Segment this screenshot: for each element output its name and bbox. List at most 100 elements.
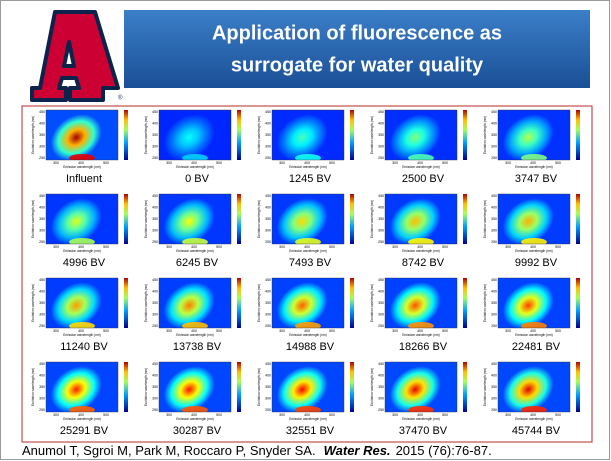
panel-label: 4996 BV	[63, 257, 106, 269]
colorbar	[576, 194, 580, 244]
y-axis-label: Excitation wavelength (nm)	[483, 116, 487, 154]
y-tick-label: 350	[39, 133, 45, 137]
y-tick-label: 250	[152, 156, 158, 160]
y-tick-label: 300	[378, 144, 384, 148]
x-tick-label: 500	[216, 245, 222, 249]
y-tick-label: 450	[378, 194, 384, 198]
y-tick-label: 450	[39, 194, 45, 198]
y-tick-label: 450	[152, 110, 158, 114]
y-tick-label: 400	[265, 373, 271, 377]
y-tick-label: 250	[39, 156, 45, 160]
y-tick-label: 400	[152, 373, 158, 377]
y-tick-label: 350	[265, 133, 271, 137]
y-tick-label: 300	[152, 144, 158, 148]
x-axis-label: Emission wavelength (nm)	[289, 165, 326, 169]
x-axis-label: Emission wavelength (nm)	[402, 417, 439, 421]
x-axis-label: Emission wavelength (nm)	[289, 333, 326, 337]
x-tick-label: 300	[279, 413, 285, 417]
y-tick-label: 350	[491, 385, 497, 389]
y-tick-label: 250	[491, 408, 497, 412]
y-tick-label: 400	[378, 205, 384, 209]
y-tick-label: 250	[265, 408, 271, 412]
y-axis-label: Excitation wavelength (nm)	[257, 284, 261, 322]
y-tick-label: 250	[39, 324, 45, 328]
colorbar	[237, 362, 241, 412]
x-tick-label: 500	[103, 161, 109, 165]
y-tick-label: 250	[378, 408, 384, 412]
x-tick-label: 300	[279, 161, 285, 165]
x-tick-label: 300	[505, 161, 511, 165]
y-tick-label: 350	[152, 133, 158, 137]
citation: Anumol T, Sgroi M, Park M, Roccaro P, Sn…	[22, 443, 492, 458]
x-tick-label: 300	[279, 329, 285, 333]
y-tick-label: 450	[491, 110, 497, 114]
panel-label: 37470 BV	[399, 425, 448, 437]
x-tick-label: 300	[392, 413, 398, 417]
panel-label: 11240 BV	[60, 341, 108, 353]
x-axis-label: Emission wavelength (nm)	[402, 249, 439, 253]
y-tick-label: 300	[265, 312, 271, 316]
colorbar	[463, 278, 467, 328]
y-tick-label: 300	[491, 228, 497, 232]
y-tick-label: 450	[491, 194, 497, 198]
y-tick-label: 350	[152, 385, 158, 389]
y-tick-label: 250	[491, 156, 497, 160]
x-axis-label: Emission wavelength (nm)	[515, 165, 552, 169]
x-axis-label: Emission wavelength (nm)	[289, 249, 326, 253]
y-tick-label: 400	[378, 373, 384, 377]
x-tick-label: 500	[555, 245, 561, 249]
y-tick-label: 450	[378, 278, 384, 282]
colorbar	[350, 362, 354, 412]
y-tick-label: 450	[378, 110, 384, 114]
colorbar	[350, 110, 354, 160]
y-axis-label: Excitation wavelength (nm)	[483, 284, 487, 322]
y-tick-label: 250	[378, 240, 384, 244]
y-tick-label: 250	[265, 156, 271, 160]
y-tick-label: 400	[152, 121, 158, 125]
title-line: surrogate for water quality	[231, 54, 484, 76]
y-tick-label: 350	[378, 301, 384, 305]
y-tick-label: 400	[378, 121, 384, 125]
y-axis-label: Excitation wavelength (nm)	[144, 284, 148, 322]
colorbar	[237, 278, 241, 328]
y-tick-label: 350	[265, 301, 271, 305]
x-tick-label: 300	[505, 329, 511, 333]
colorbar	[124, 110, 128, 160]
x-tick-label: 500	[442, 245, 448, 249]
colorbar	[350, 278, 354, 328]
y-tick-label: 450	[265, 362, 271, 366]
x-axis-label: Emission wavelength (nm)	[402, 165, 439, 169]
y-tick-label: 400	[152, 289, 158, 293]
x-tick-label: 300	[392, 161, 398, 165]
x-tick-label: 500	[329, 245, 335, 249]
y-tick-label: 350	[378, 385, 384, 389]
panel-label: 45744 BV	[512, 425, 561, 437]
y-axis-label: Excitation wavelength (nm)	[370, 116, 374, 154]
y-tick-label: 350	[491, 301, 497, 305]
y-axis-label: Excitation wavelength (nm)	[257, 116, 261, 154]
y-tick-label: 350	[378, 133, 384, 137]
colorbar	[463, 362, 467, 412]
y-tick-label: 350	[39, 385, 45, 389]
colorbar	[237, 194, 241, 244]
x-axis-label: Emission wavelength (nm)	[63, 333, 100, 337]
y-tick-label: 450	[265, 278, 271, 282]
y-tick-label: 450	[152, 362, 158, 366]
y-tick-label: 450	[152, 194, 158, 198]
y-tick-label: 350	[491, 217, 497, 221]
x-axis-label: Emission wavelength (nm)	[515, 417, 552, 421]
y-tick-label: 400	[491, 289, 497, 293]
y-tick-label: 250	[491, 240, 497, 244]
y-tick-label: 350	[39, 301, 45, 305]
x-axis-label: Emission wavelength (nm)	[63, 249, 100, 253]
x-tick-label: 500	[442, 413, 448, 417]
y-tick-label: 400	[491, 121, 497, 125]
y-tick-label: 250	[265, 240, 271, 244]
y-tick-label: 300	[39, 396, 45, 400]
y-tick-label: 250	[378, 156, 384, 160]
y-tick-label: 300	[491, 144, 497, 148]
panel-label: 14988 BV	[286, 341, 335, 353]
y-tick-label: 250	[152, 408, 158, 412]
y-tick-label: 300	[378, 396, 384, 400]
y-tick-label: 300	[152, 312, 158, 316]
